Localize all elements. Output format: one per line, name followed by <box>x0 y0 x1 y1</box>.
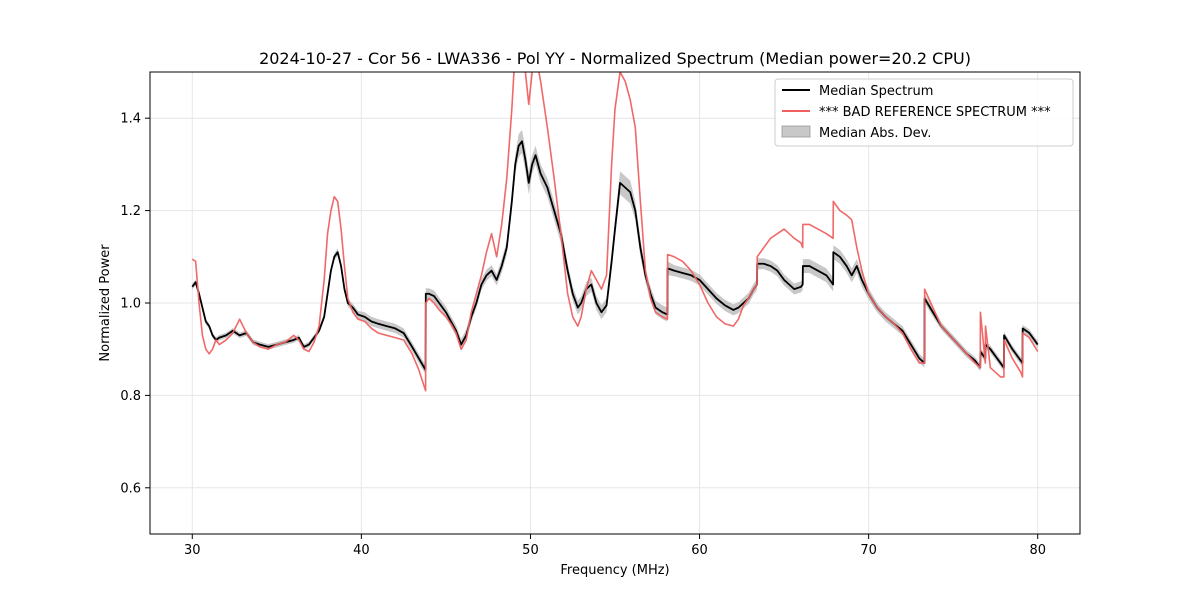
y-tick-label: 0.8 <box>120 389 141 404</box>
y-axis-ticks: 0.6 0.8 1.0 1.2 1.4 <box>120 112 150 496</box>
x-tick-label: 40 <box>353 543 370 558</box>
y-tick-label: 1.2 <box>120 204 141 219</box>
legend-box <box>774 78 1074 147</box>
y-tick-label: 1.0 <box>120 297 141 312</box>
y-axis-label: Normalized Power <box>98 244 113 362</box>
legend-mad-swatch <box>781 125 811 138</box>
mad-band <box>192 129 1038 375</box>
x-tick-label: 60 <box>691 543 708 558</box>
series-layer <box>191 72 1039 392</box>
y-tick-label: 1.4 <box>120 112 141 127</box>
legend-mad-label: Median Abs. Dev. <box>819 126 931 141</box>
mad-band-layer <box>192 129 1038 375</box>
y-tick-label: 0.6 <box>120 481 141 496</box>
chart-title: 2024-10-27 - Cor 56 - LWA336 - Pol YY - … <box>259 49 971 68</box>
x-tick-label: 30 <box>184 543 201 558</box>
bad-reference-spectrum-line <box>191 72 1039 392</box>
legend: Median Spectrum *** BAD REFERENCE SPECTR… <box>774 78 1074 147</box>
legend-median-label: Median Spectrum <box>819 84 933 99</box>
x-tick-label: 80 <box>1029 543 1046 558</box>
x-axis-ticks: 30 40 50 60 70 80 <box>184 534 1046 558</box>
x-tick-label: 70 <box>860 543 877 558</box>
legend-bad-reference-label: *** BAD REFERENCE SPECTRUM *** <box>819 105 1051 120</box>
median-spectrum-line <box>191 140 1039 371</box>
x-axis-label: Frequency (MHz) <box>560 563 669 578</box>
x-tick-label: 50 <box>522 543 539 558</box>
